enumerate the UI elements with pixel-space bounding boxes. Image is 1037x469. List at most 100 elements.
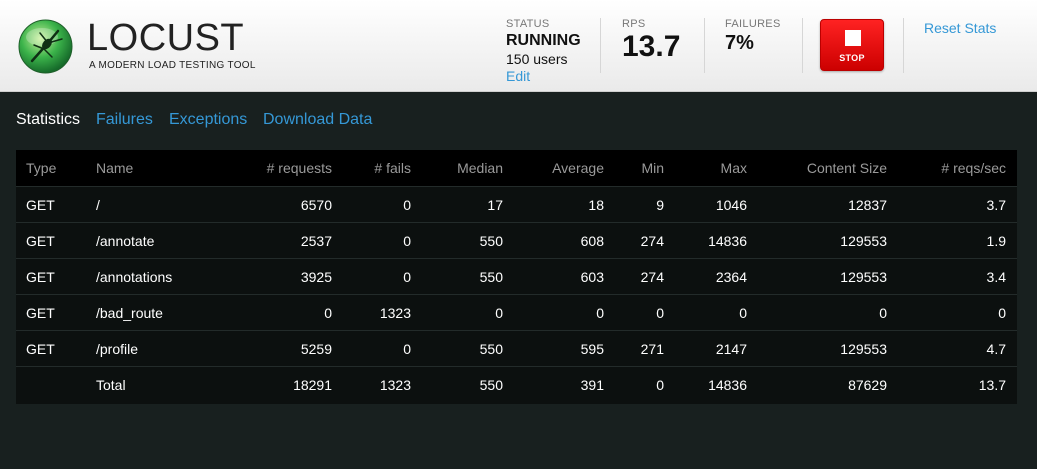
divider xyxy=(600,18,601,73)
logo-text: LOCUST xyxy=(87,17,245,59)
edit-link[interactable]: Edit xyxy=(506,68,531,84)
header-name[interactable]: Name xyxy=(96,160,134,176)
tab-failures[interactable]: Failures xyxy=(96,111,153,128)
header-requests[interactable]: # requests xyxy=(266,160,332,176)
header-content-size[interactable]: Content Size xyxy=(806,160,887,176)
cell-fails: 1323 xyxy=(379,377,411,393)
cell-requests: 3925 xyxy=(300,269,332,285)
cell-fails: 1323 xyxy=(379,305,411,321)
failures-box: FAILURES 7% xyxy=(725,18,781,55)
cell-requests: 2537 xyxy=(300,233,332,249)
cell-requests: 18291 xyxy=(293,377,332,393)
table-row: GET /profile 5259 0 550 595 271 2147 129… xyxy=(16,330,1017,366)
cell-average: 603 xyxy=(580,269,604,285)
cell-min: 274 xyxy=(640,269,664,285)
cell-fails: 0 xyxy=(403,197,411,213)
header-average[interactable]: Average xyxy=(552,160,604,176)
header-max[interactable]: Max xyxy=(720,160,747,176)
header-min[interactable]: Min xyxy=(641,160,664,176)
cell-type: GET xyxy=(26,197,55,213)
cell-min: 0 xyxy=(656,305,664,321)
cell-fails: 0 xyxy=(403,341,411,357)
cell-max: 2364 xyxy=(715,269,747,285)
stop-button[interactable]: STOP xyxy=(820,19,884,71)
cell-average: 595 xyxy=(580,341,604,357)
cell-name: /bad_route xyxy=(96,305,163,321)
cell-min: 9 xyxy=(656,197,664,213)
cell-type: GET xyxy=(26,233,55,249)
stop-label: STOP xyxy=(839,53,865,63)
cell-content-size: 129553 xyxy=(840,341,887,357)
cell-content-size: 12837 xyxy=(848,197,887,213)
header-fails[interactable]: # fails xyxy=(374,160,411,176)
status-value: RUNNING xyxy=(506,32,581,49)
cell-requests: 5259 xyxy=(300,341,332,357)
cell-type: GET xyxy=(26,269,55,285)
table-row: GET /bad_route 0 1323 0 0 0 0 0 0 xyxy=(16,294,1017,330)
stop-icon xyxy=(845,30,861,46)
cell-content-size: 87629 xyxy=(848,377,887,393)
logo-subtitle: A MODERN LOAD TESTING TOOL xyxy=(89,60,256,71)
table-row-total: Total 18291 1323 550 391 0 14836 87629 1… xyxy=(16,366,1017,402)
cell-reqs-per-sec: 1.9 xyxy=(986,233,1006,249)
cell-reqs-per-sec: 0 xyxy=(998,305,1006,321)
cell-median: 550 xyxy=(479,269,503,285)
cell-min: 271 xyxy=(640,341,664,357)
header-type[interactable]: Type xyxy=(26,160,57,176)
cell-max: 2147 xyxy=(715,341,747,357)
failures-label: FAILURES xyxy=(725,18,781,30)
cell-reqs-per-sec: 3.7 xyxy=(986,197,1006,213)
cell-name: Total xyxy=(96,377,126,393)
cell-type: GET xyxy=(26,341,55,357)
cell-average: 0 xyxy=(596,305,604,321)
failures-value: 7% xyxy=(725,32,754,54)
divider xyxy=(903,18,904,73)
cell-max: 14836 xyxy=(708,377,747,393)
locust-logo-icon xyxy=(18,19,73,74)
cell-content-size: 129553 xyxy=(840,269,887,285)
cell-max: 1046 xyxy=(715,197,747,213)
tab-statistics[interactable]: Statistics xyxy=(16,111,81,128)
cell-type: GET xyxy=(26,305,55,321)
cell-min: 0 xyxy=(656,377,664,393)
cell-content-size: 0 xyxy=(879,305,887,321)
header-reqs-per-sec[interactable]: # reqs/sec xyxy=(941,160,1006,176)
status-box: STATUS RUNNING 150 users Edit xyxy=(506,18,581,84)
cell-requests: 6570 xyxy=(300,197,332,213)
cell-reqs-per-sec: 4.7 xyxy=(986,341,1006,357)
cell-median: 0 xyxy=(495,305,503,321)
divider xyxy=(802,18,803,73)
cell-average: 18 xyxy=(588,197,604,213)
cell-reqs-per-sec: 3.4 xyxy=(986,269,1006,285)
header: LOCUST A MODERN LOAD TESTING TOOL STATUS… xyxy=(0,0,1037,92)
cell-name: / xyxy=(96,197,100,213)
status-label: STATUS xyxy=(506,18,550,30)
stats-table: Type Name # requests # fails Median Aver… xyxy=(16,150,1017,404)
cell-name: /annotate xyxy=(96,233,155,249)
table-row: GET /annotate 2537 0 550 608 274 14836 1… xyxy=(16,222,1017,258)
tab-download-data[interactable]: Download Data xyxy=(263,111,373,128)
rps-box: RPS 13.7 xyxy=(622,18,680,64)
cell-fails: 0 xyxy=(403,233,411,249)
header-median[interactable]: Median xyxy=(457,160,503,176)
rps-label: RPS xyxy=(622,18,646,30)
cell-reqs-per-sec: 13.7 xyxy=(978,377,1006,393)
cell-name: /profile xyxy=(96,341,139,357)
table-row: GET /annotations 3925 0 550 603 274 2364… xyxy=(16,258,1017,294)
cell-median: 17 xyxy=(487,197,503,213)
table-row: GET / 6570 0 17 18 9 1046 12837 3.7 xyxy=(16,186,1017,222)
cell-max: 14836 xyxy=(708,233,747,249)
table-header: Type Name # requests # fails Median Aver… xyxy=(16,150,1017,186)
cell-requests: 0 xyxy=(324,305,332,321)
cell-fails: 0 xyxy=(403,269,411,285)
divider xyxy=(704,18,705,73)
rps-value: 13.7 xyxy=(622,30,681,63)
cell-average: 391 xyxy=(580,377,604,393)
tab-exceptions[interactable]: Exceptions xyxy=(169,111,248,128)
cell-median: 550 xyxy=(479,233,503,249)
cell-median: 550 xyxy=(479,341,503,357)
cell-name: /annotations xyxy=(96,269,173,285)
reset-stats-link[interactable]: Reset Stats xyxy=(924,20,997,36)
cell-average: 608 xyxy=(580,233,604,249)
user-count: 150 users xyxy=(506,51,568,67)
